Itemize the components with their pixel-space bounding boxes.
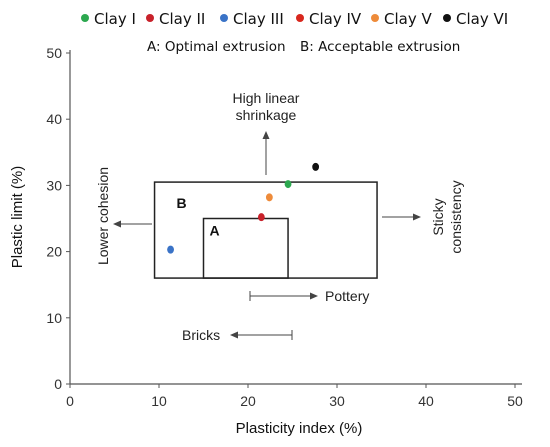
y-tick-label: 10 [46,310,62,326]
legend-marker [371,14,379,22]
annotation-lower-cohesion-text: Lower cohesion [95,167,111,265]
annotation-shrinkage-line2: shrinkage [236,107,297,123]
annotation-shrinkage-line1: High linear [233,90,300,106]
legend: Clay I Clay II Clay III Clay IV Clay V Clay V… [81,10,508,28]
arrowhead-left-icon [230,331,238,339]
legend-note-acceptable: B: Acceptable extrusion [300,39,460,55]
region-a-label: A [210,223,220,239]
y-tick-label: 50 [46,45,62,61]
data-point [265,193,273,202]
x-tick-label: 40 [418,393,434,409]
y-tick-label: 0 [54,376,62,392]
legend-label: Clay IV [309,10,362,28]
annotation-pottery-text: Pottery [325,288,369,304]
legend-label: Clay V [384,10,432,28]
annotation-sticky-consistency: Sticky consistency [382,180,464,254]
region-b-acceptable [153,181,378,279]
data-points [167,162,320,254]
legend-marker [296,14,304,22]
arrowhead-left-icon [113,220,121,228]
y-tick-label: 20 [46,244,62,260]
legend-marker [220,14,228,22]
x-tick-label: 30 [329,393,345,409]
x-axis-title: Plasticity index (%) [236,420,363,437]
annotation-bricks-text: Bricks [182,327,220,343]
y-axis-title: Plastic limit (%) [9,166,26,269]
x-axis-ticks: 0 10 20 30 40 50 [66,384,523,409]
y-tick-label: 40 [46,111,62,127]
data-point [257,213,265,222]
legend-label: Clay I [94,10,136,28]
annotation-lower-cohesion: Lower cohesion [95,167,152,265]
data-point [312,162,320,171]
x-tick-label: 10 [151,393,167,409]
legend-marker [146,14,154,22]
x-tick-label: 20 [240,393,256,409]
data-point [167,245,174,254]
legend-label: Clay III [233,10,284,28]
x-tick-label: 50 [507,393,523,409]
y-axis-ticks: 0 10 20 30 40 50 [46,45,70,392]
data-point [284,180,292,189]
y-tick-label: 30 [46,177,62,193]
annotation-bricks: Bricks [182,327,293,343]
region-a-optimal [202,217,289,279]
annotation-high-linear-shrinkage: High linear shrinkage [233,90,300,175]
legend-marker [443,14,451,22]
annotation-sticky-line1: Sticky [430,198,446,235]
arrowhead-up-icon [262,131,270,139]
arrowhead-right-icon [413,213,421,221]
arrowhead-right-icon [310,292,318,300]
legend-label: Clay II [159,10,205,28]
annotation-pottery: Pottery [249,288,369,304]
region-b-label: B [177,195,187,211]
annotation-sticky-line2: consistency [448,180,464,253]
legend-marker [81,14,89,22]
legend-label: Clay VI [456,10,508,28]
legend-note-optimal: A: Optimal extrusion [147,39,286,55]
x-tick-label: 0 [66,393,74,409]
